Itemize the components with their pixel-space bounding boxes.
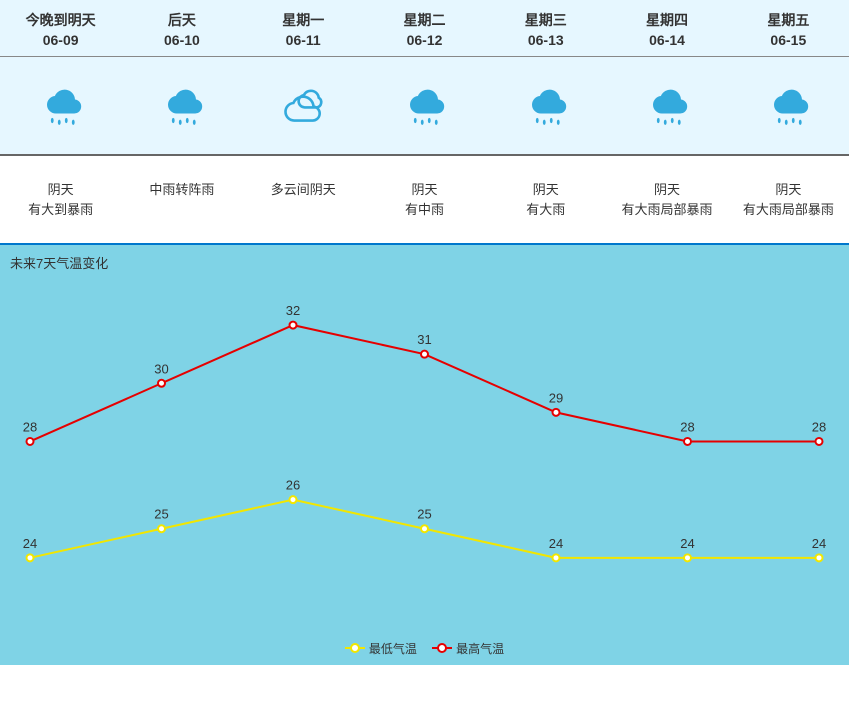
weather-description: 多云间阴天 xyxy=(243,156,364,243)
weather-icon-cell xyxy=(364,57,485,154)
day-header: 星期四 06-14 xyxy=(606,0,727,56)
rain-icon xyxy=(154,75,210,131)
rain-icon xyxy=(518,75,574,131)
chart-point xyxy=(27,438,34,445)
chart-value-label: 28 xyxy=(680,419,694,434)
forecast-header: 今晚到明天06-09后天06-10星期一06-11星期二06-12星期三06-1… xyxy=(0,0,849,57)
rain-icon xyxy=(33,75,89,131)
legend-low: 最低气温 xyxy=(345,640,417,657)
chart-point xyxy=(684,438,691,445)
chart-value-label: 25 xyxy=(417,507,431,522)
chart-value-label: 25 xyxy=(154,507,168,522)
day-header: 星期二 06-12 xyxy=(364,0,485,56)
chart-value-label: 24 xyxy=(812,536,826,551)
day-label: 星期五 xyxy=(728,10,849,30)
chart-value-label: 29 xyxy=(549,390,563,405)
weather-icon-cell xyxy=(243,57,364,154)
chart-value-label: 28 xyxy=(812,419,826,434)
day-date: 06-14 xyxy=(606,32,727,48)
day-label: 星期三 xyxy=(485,10,606,30)
weather-description: 阴天有大到暴雨 xyxy=(0,156,121,243)
chart-point xyxy=(553,409,560,416)
day-date: 06-09 xyxy=(0,32,121,48)
weather-description: 阴天有大雨局部暴雨 xyxy=(606,156,727,243)
chart-value-label: 31 xyxy=(417,332,431,347)
chart-title: 未来7天气温变化 xyxy=(10,253,839,272)
day-header: 今晚到明天 06-09 xyxy=(0,0,121,56)
day-header: 星期五 06-15 xyxy=(728,0,849,56)
cloudy-icon xyxy=(275,75,331,131)
chart-point xyxy=(816,438,823,445)
weather-icon-cell xyxy=(121,57,242,154)
day-label: 星期二 xyxy=(364,10,485,30)
chart-point xyxy=(421,351,428,358)
chart-value-label: 24 xyxy=(549,536,563,551)
weather-icon-cell xyxy=(728,57,849,154)
weather-icon-cell xyxy=(0,57,121,154)
day-label: 星期一 xyxy=(243,10,364,30)
legend-high: 最高气温 xyxy=(432,640,504,657)
day-date: 06-12 xyxy=(364,32,485,48)
chart-point xyxy=(816,554,823,561)
day-header: 后天 06-10 xyxy=(121,0,242,56)
day-header: 星期一 06-11 xyxy=(243,0,364,56)
chart-point xyxy=(27,554,34,561)
chart-value-label: 24 xyxy=(680,536,694,551)
day-date: 06-11 xyxy=(243,32,364,48)
chart-value-label: 28 xyxy=(23,419,37,434)
chart-point xyxy=(290,496,297,503)
weather-icon-cell xyxy=(485,57,606,154)
chart-value-label: 26 xyxy=(286,478,300,493)
day-label: 星期四 xyxy=(606,10,727,30)
chart-value-label: 30 xyxy=(154,361,168,376)
rain-icon xyxy=(639,75,695,131)
icon-row xyxy=(0,57,849,156)
day-label: 今晚到明天 xyxy=(0,10,121,30)
day-date: 06-15 xyxy=(728,32,849,48)
weather-description: 中雨转阵雨 xyxy=(121,156,242,243)
chart-area: 28 30 32 31 29 28 28 24 25 26 25 24 24 24 xyxy=(10,276,839,636)
chart-point xyxy=(684,554,691,561)
day-header: 星期三 06-13 xyxy=(485,0,606,56)
weather-description: 阴天有大雨 xyxy=(485,156,606,243)
weather-icon-cell xyxy=(606,57,727,154)
day-label: 后天 xyxy=(121,10,242,30)
chart-value-label: 24 xyxy=(23,536,37,551)
temperature-line-chart: 28 30 32 31 29 28 28 24 25 26 25 24 24 24 xyxy=(10,276,839,636)
rain-icon xyxy=(396,75,452,131)
day-date: 06-13 xyxy=(485,32,606,48)
day-date: 06-10 xyxy=(121,32,242,48)
chart-point xyxy=(421,525,428,532)
chart-point xyxy=(158,525,165,532)
weather-description: 阴天有中雨 xyxy=(364,156,485,243)
temperature-chart-section: 未来7天气温变化 28 30 32 31 29 28 28 24 25 26 25 24 24 24 最低… xyxy=(0,245,849,665)
chart-value-label: 32 xyxy=(286,303,300,318)
chart-legend: 最低气温 最高气温 xyxy=(10,636,839,659)
chart-point xyxy=(158,380,165,387)
weather-description: 阴天有大雨局部暴雨 xyxy=(728,156,849,243)
chart-point xyxy=(553,554,560,561)
chart-point xyxy=(290,322,297,329)
rain-icon xyxy=(760,75,816,131)
description-row: 阴天有大到暴雨中雨转阵雨多云间阴天阴天有中雨阴天有大雨阴天有大雨局部暴雨阴天有大… xyxy=(0,156,849,245)
